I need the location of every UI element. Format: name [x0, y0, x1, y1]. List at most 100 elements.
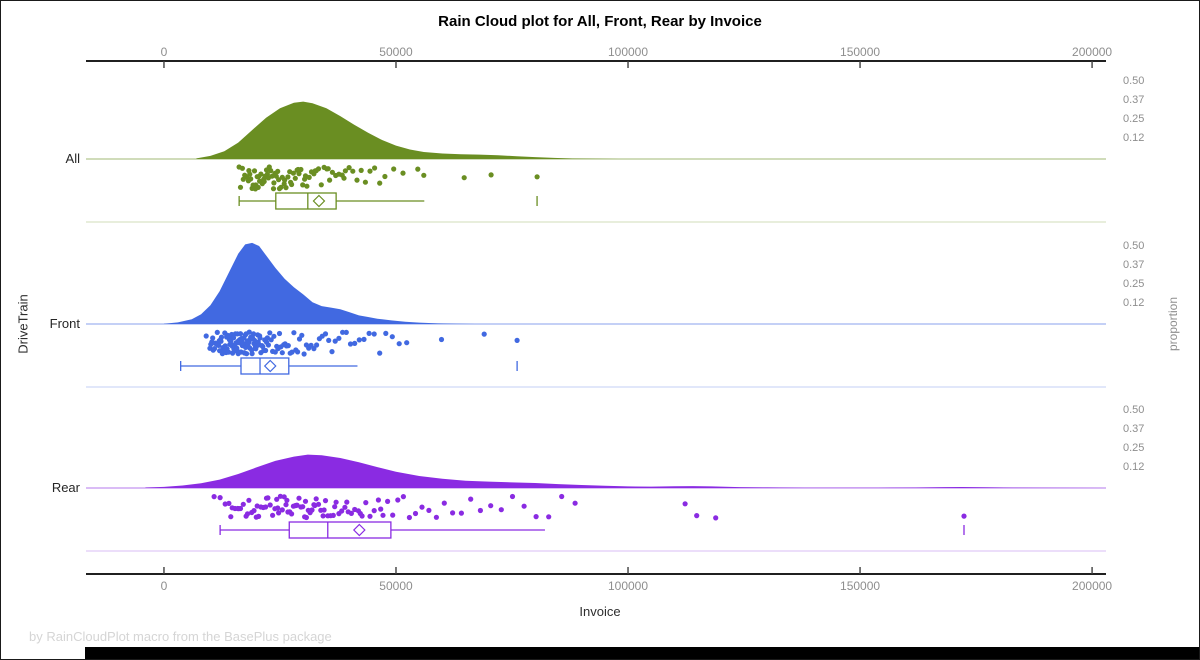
density-cloud-all [196, 101, 619, 159]
data-point-front [285, 343, 291, 349]
box [275, 192, 337, 210]
data-point-rear [302, 498, 309, 504]
density-cloud-front [164, 242, 475, 324]
data-point-all [283, 185, 289, 191]
data-point-rear [348, 510, 354, 516]
data-point-all [292, 175, 298, 181]
data-point-front [271, 333, 277, 339]
data-point-all [270, 186, 277, 192]
data-point-front [250, 331, 257, 337]
data-point-rear [498, 507, 504, 513]
data-point-rear [309, 507, 315, 513]
data-point-all [278, 184, 284, 190]
data-point-rear [342, 504, 348, 510]
data-point-front [311, 346, 317, 352]
data-point-all [296, 171, 302, 177]
data-point-all [237, 184, 244, 190]
data-point-rear [509, 493, 516, 500]
data-point-front [404, 340, 410, 346]
data-point-front [214, 329, 220, 335]
data-point-rear [265, 495, 271, 501]
data-point-rear [380, 512, 386, 518]
data-point-all [271, 180, 277, 186]
data-point-all [354, 177, 360, 183]
data-point-front [295, 349, 301, 355]
data-point-rear [277, 493, 283, 499]
data-point-front [329, 349, 335, 355]
data-point-front [210, 335, 216, 341]
data-point-front [296, 336, 303, 342]
data-point-all [258, 171, 264, 177]
data-point-front [218, 334, 225, 340]
data-point-front [389, 334, 395, 340]
data-point-all [461, 175, 467, 181]
y-axis-title-drivetrain: DriveTrain [15, 294, 31, 354]
data-point-all [325, 166, 331, 172]
data-point-front [377, 350, 383, 356]
data-point-front [216, 342, 222, 348]
data-point-front [343, 329, 349, 335]
data-point-rear [385, 498, 391, 504]
data-point-rear [441, 500, 447, 506]
data-point-rear [682, 501, 688, 507]
data-point-all [329, 169, 335, 175]
data-point-rear [333, 499, 339, 505]
data-point-rear [468, 496, 474, 502]
data-point-all [341, 175, 347, 181]
data-point-rear [300, 504, 306, 510]
data-point-front [249, 351, 255, 357]
data-point-rear [244, 511, 251, 517]
data-point-rear [339, 508, 345, 514]
data-point-front [211, 346, 218, 352]
data-point-all [239, 165, 245, 171]
data-point-rear [344, 499, 350, 505]
data-point-rear [240, 501, 246, 507]
data-point-all [358, 167, 364, 173]
data-point-front [314, 342, 320, 348]
data-point-rear [313, 496, 319, 502]
data-point-all [304, 183, 310, 189]
data-point-rear [450, 510, 456, 516]
data-point-rear [488, 503, 494, 509]
data-point-front [263, 347, 269, 354]
data-point-rear [237, 505, 244, 512]
data-point-rear [412, 510, 419, 517]
data-point-front [260, 344, 266, 350]
mean-diamond [312, 194, 326, 208]
chart-title: Rain Cloud plot for All, Front, Rear by … [438, 13, 762, 30]
data-point-all [251, 168, 258, 174]
data-point-front [225, 349, 232, 355]
data-point-all [372, 165, 378, 171]
data-point-rear [217, 495, 223, 501]
data-point-rear [419, 504, 425, 510]
data-point-front [301, 351, 307, 357]
data-point-rear [390, 512, 396, 518]
data-point-front [347, 341, 354, 347]
data-point-all [367, 168, 373, 174]
data-point-rear [315, 501, 322, 507]
data-point-all [362, 179, 368, 185]
data-point-front [340, 329, 346, 335]
data-point-all [327, 177, 333, 183]
data-point-rear [275, 505, 281, 511]
data-point-front [246, 329, 252, 335]
bottom-black-bar [85, 647, 1199, 659]
data-point-front [237, 331, 244, 337]
data-point-front [356, 337, 362, 343]
data-point-rear [694, 513, 700, 519]
data-point-rear [284, 497, 290, 503]
data-point-rear [546, 514, 552, 520]
data-point-all [346, 165, 352, 171]
data-point-rear [521, 503, 527, 509]
data-point-rear [279, 507, 285, 513]
data-point-front [276, 330, 283, 337]
data-point-front [265, 342, 271, 348]
data-point-rear [533, 514, 539, 520]
data-point-front [514, 337, 520, 343]
data-point-rear [289, 511, 295, 517]
data-point-rear [263, 504, 269, 510]
data-point-all [300, 182, 306, 188]
data-point-all [289, 181, 295, 188]
